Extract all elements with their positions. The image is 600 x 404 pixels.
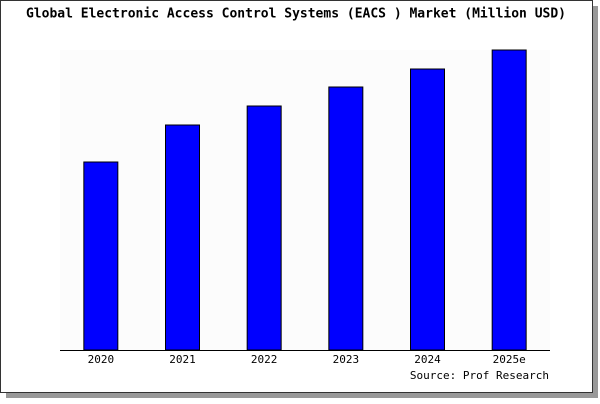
bar: [246, 105, 282, 351]
x-tick-label: 2023: [333, 353, 360, 366]
x-tick-label: 2024: [414, 353, 441, 366]
x-tick-label: 2022: [251, 353, 278, 366]
plot-area: [60, 50, 550, 350]
bar: [328, 86, 364, 351]
x-tick-label: 2025e: [493, 353, 526, 366]
bar: [410, 68, 445, 351]
chart-title: Global Electronic Access Control Systems…: [26, 7, 566, 22]
source-note: Source: Prof Research: [410, 369, 549, 382]
bar: [165, 124, 200, 351]
bar: [83, 161, 119, 351]
x-tick-label: 2020: [88, 353, 115, 366]
x-tick-label: 2021: [169, 353, 196, 366]
bar: [491, 49, 527, 351]
